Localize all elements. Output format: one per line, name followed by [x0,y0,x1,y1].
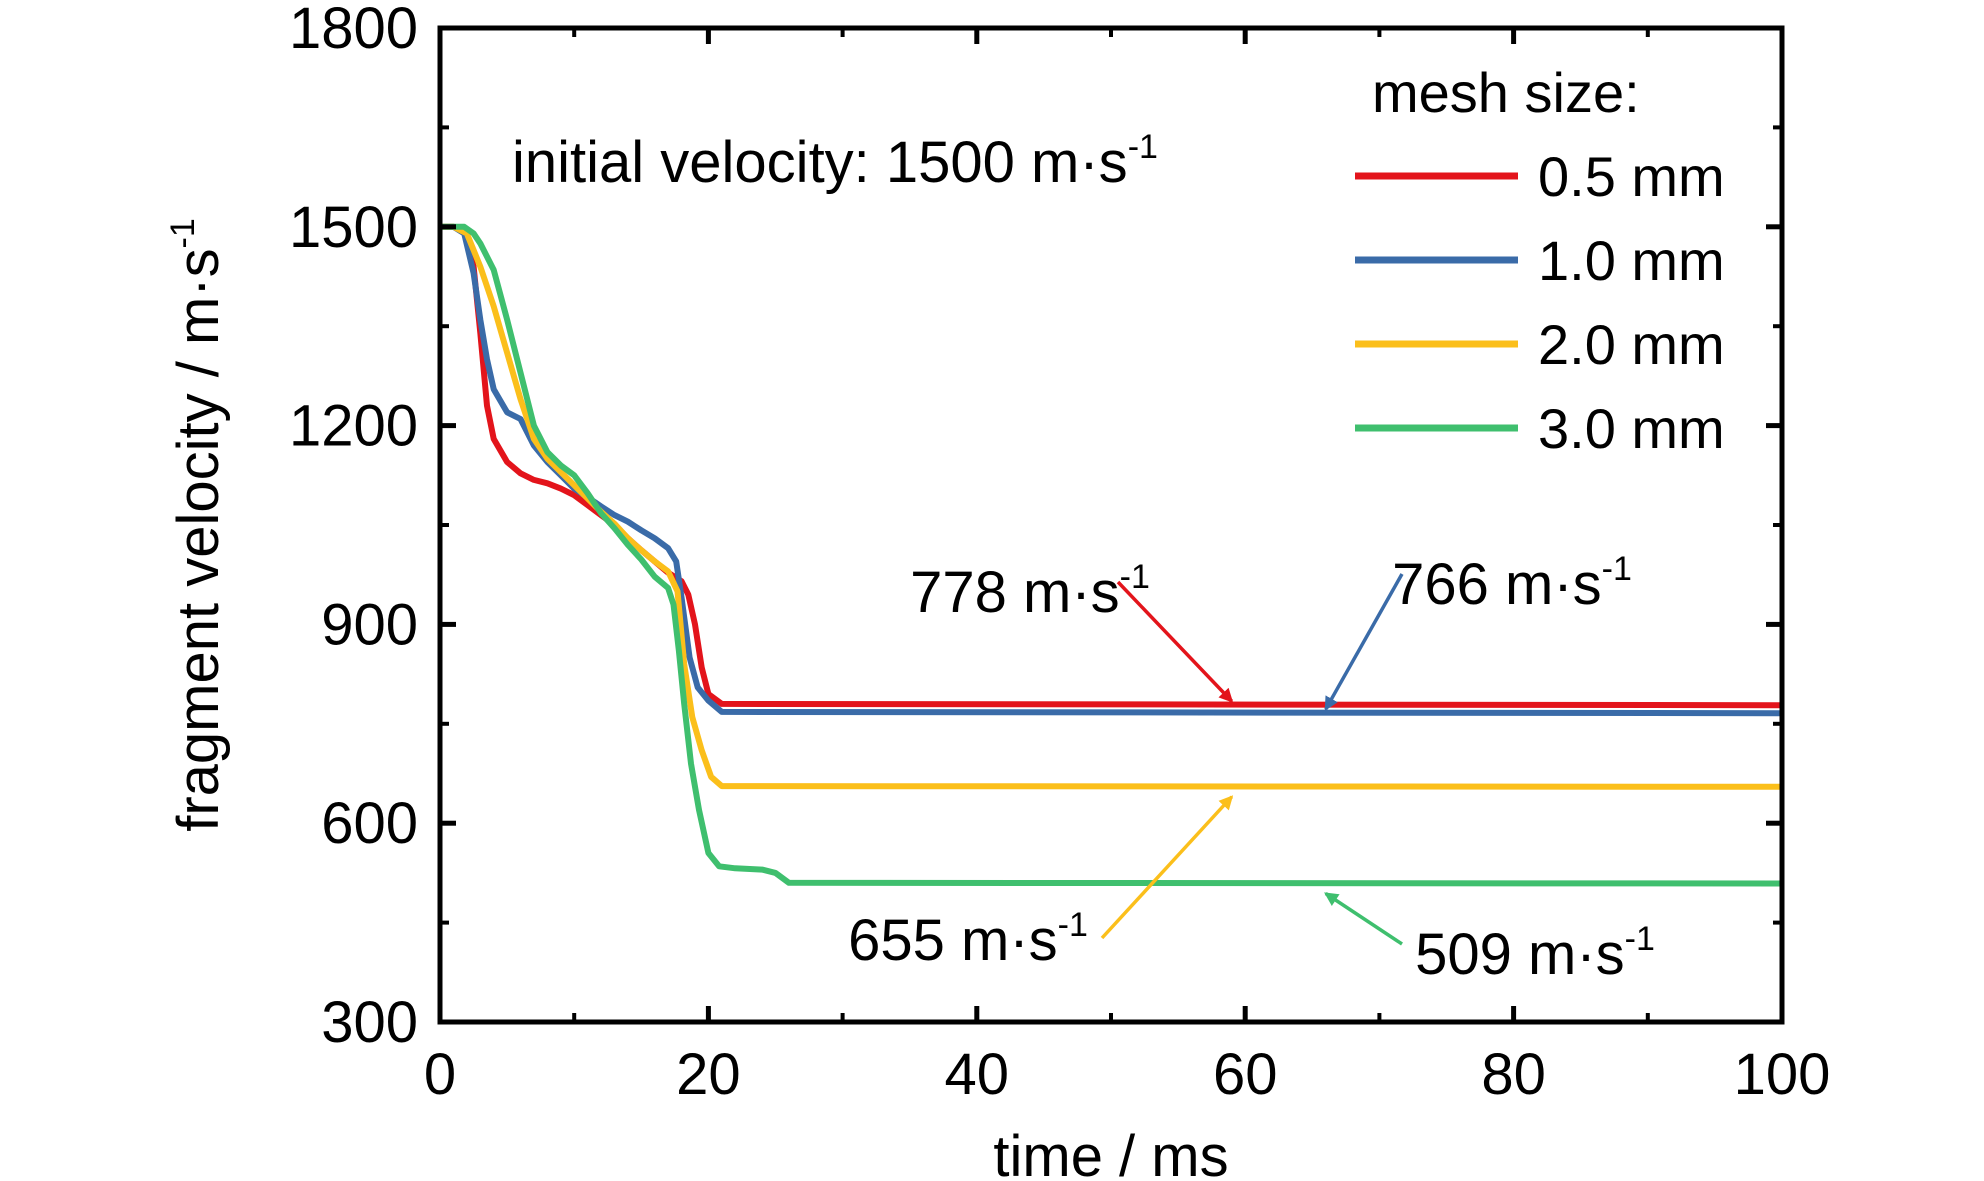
legend-label-2: 1.0 mm [1538,229,1725,292]
value-arrow-4 [1324,892,1403,946]
legend: mesh size: 0.5 mm 1.0 mm 2.0 mm 3.0 mm [1355,61,1725,460]
final-value-label-2: 766 m·s-1 [1392,550,1632,617]
x-axis-title: time / ms [993,1124,1228,1181]
value-arrow-1 [1116,580,1234,703]
x-tick-label: 80 [1481,1042,1546,1107]
x-tick-label: 100 [1734,1042,1831,1107]
legend-label-3: 2.0 mm [1538,313,1725,376]
final-value-label-4: 509 m·s-1 [1415,920,1655,987]
y-tick-label: 600 [321,791,418,856]
legend-title: mesh size: [1372,61,1640,124]
initial-velocity-note: initial velocity: 1500 m·s-1 [512,128,1158,195]
legend-label-4: 3.0 mm [1538,397,1725,460]
annotation-layer: initial velocity: 1500 m·s-1 778 m·s-1 766… [512,128,1655,987]
series-layer [440,223,1783,887]
y-tick-label: 1500 [289,195,418,260]
final-value-label-1: 778 m·s-1 [910,558,1150,625]
y-tick-label: 1800 [289,0,418,61]
x-tick-label: 60 [1213,1042,1278,1107]
x-tick-label: 20 [676,1042,741,1107]
y-tick-label: 1200 [289,394,418,459]
series-line-1 [440,223,1783,709]
y-tick-label: 900 [321,592,418,657]
axes: 0 20 40 60 80 100 300 600 900 1200 1500 1800 time / … [164,0,1830,1181]
y-axis-title: fragment velocity / m·s-1 [164,218,231,832]
final-value-label-3: 655 m·s-1 [848,906,1088,973]
series-line-4 [440,223,1783,887]
value-arrow-3 [1100,795,1234,940]
legend-label-1: 0.5 mm [1538,145,1725,208]
value-arrow-2 [1324,573,1404,711]
series-line-2 [440,223,1783,717]
x-tick-label: 0 [424,1042,456,1107]
y-tick-label: 300 [321,990,418,1055]
x-tick-label: 40 [945,1042,1010,1107]
